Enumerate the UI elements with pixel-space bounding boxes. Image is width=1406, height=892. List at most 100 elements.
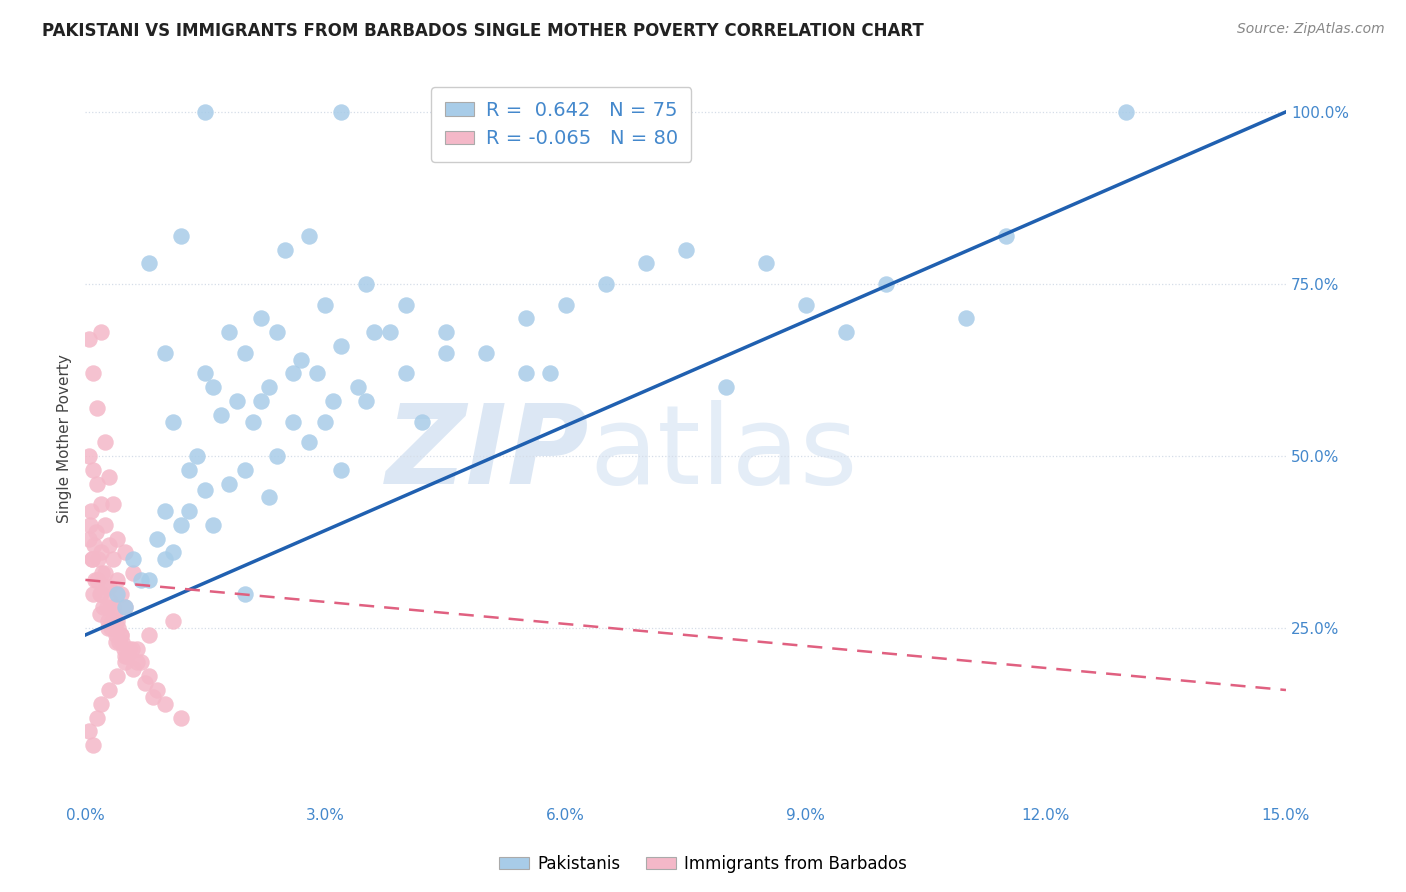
Point	[170, 710, 193, 724]
Point	[91, 600, 114, 615]
Point	[434, 325, 457, 339]
Point	[107, 621, 129, 635]
Point	[346, 380, 368, 394]
Point	[127, 656, 149, 670]
Text: ZIP: ZIP	[387, 400, 589, 507]
Point	[363, 325, 385, 339]
Point	[114, 545, 136, 559]
Point	[89, 587, 111, 601]
Point	[322, 393, 344, 408]
Point	[103, 497, 125, 511]
Point	[290, 352, 312, 367]
Text: Source: ZipAtlas.com: Source: ZipAtlas.com	[1237, 22, 1385, 37]
Point	[202, 517, 225, 532]
Point	[595, 277, 617, 291]
Point	[250, 393, 273, 408]
Point	[100, 621, 122, 635]
Point	[675, 243, 697, 257]
Point	[87, 552, 110, 566]
Point	[155, 504, 177, 518]
Point	[411, 415, 433, 429]
Point	[162, 614, 184, 628]
Point	[994, 228, 1017, 243]
Point	[146, 532, 169, 546]
Point	[354, 277, 377, 291]
Point	[79, 517, 101, 532]
Point	[98, 683, 121, 698]
Point	[194, 104, 217, 119]
Point	[79, 449, 101, 463]
Point	[186, 449, 208, 463]
Point	[96, 580, 118, 594]
Point	[538, 367, 561, 381]
Point	[146, 683, 169, 698]
Point	[218, 325, 240, 339]
Point	[138, 573, 160, 587]
Point	[83, 539, 105, 553]
Point	[179, 504, 201, 518]
Point	[354, 393, 377, 408]
Point	[118, 641, 141, 656]
Point	[80, 552, 103, 566]
Point	[79, 724, 101, 739]
Point	[315, 415, 337, 429]
Point	[121, 641, 143, 656]
Point	[105, 669, 128, 683]
Point	[104, 635, 127, 649]
Point	[315, 297, 337, 311]
Point	[114, 600, 136, 615]
Point	[202, 380, 225, 394]
Point	[235, 587, 257, 601]
Point	[114, 648, 136, 663]
Point	[110, 587, 132, 601]
Point	[283, 415, 305, 429]
Point	[875, 277, 897, 291]
Point	[94, 517, 117, 532]
Point	[394, 367, 416, 381]
Legend: R =  0.642   N = 75, R = -0.065   N = 80: R = 0.642 N = 75, R = -0.065 N = 80	[432, 87, 692, 162]
Text: atlas: atlas	[589, 400, 858, 507]
Point	[138, 256, 160, 270]
Point	[94, 435, 117, 450]
Point	[86, 401, 108, 415]
Point	[266, 449, 288, 463]
Point	[330, 339, 353, 353]
Point	[226, 393, 249, 408]
Point	[111, 635, 134, 649]
Point	[98, 469, 121, 483]
Point	[515, 311, 537, 326]
Point	[394, 297, 416, 311]
Point	[90, 697, 112, 711]
Point	[84, 524, 107, 539]
Point	[105, 614, 128, 628]
Point	[122, 662, 145, 676]
Point	[235, 463, 257, 477]
Point	[103, 552, 125, 566]
Y-axis label: Single Mother Poverty: Single Mother Poverty	[58, 354, 72, 524]
Point	[634, 256, 657, 270]
Point	[298, 228, 321, 243]
Point	[115, 648, 138, 663]
Point	[131, 573, 153, 587]
Point	[114, 600, 136, 615]
Point	[138, 628, 160, 642]
Point	[170, 228, 193, 243]
Point	[105, 573, 128, 587]
Point	[122, 552, 145, 566]
Point	[96, 600, 118, 615]
Point	[218, 476, 240, 491]
Point	[330, 104, 353, 119]
Point	[90, 325, 112, 339]
Point	[283, 367, 305, 381]
Point	[155, 552, 177, 566]
Point	[131, 656, 153, 670]
Point	[101, 614, 124, 628]
Point	[378, 325, 401, 339]
Text: PAKISTANI VS IMMIGRANTS FROM BARBADOS SINGLE MOTHER POVERTY CORRELATION CHART: PAKISTANI VS IMMIGRANTS FROM BARBADOS SI…	[42, 22, 924, 40]
Point	[194, 367, 217, 381]
Point	[835, 325, 858, 339]
Point	[82, 587, 104, 601]
Point	[274, 243, 297, 257]
Point	[162, 415, 184, 429]
Point	[170, 517, 193, 532]
